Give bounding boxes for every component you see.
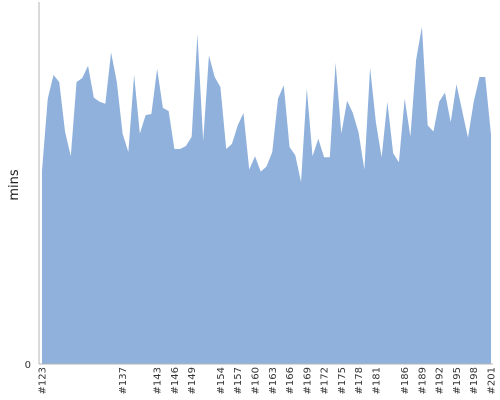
x-tick-label: #169	[302, 367, 313, 394]
x-tick-label: #166	[285, 367, 296, 394]
x-tick-label: #160	[250, 367, 261, 394]
area-series	[42, 26, 491, 364]
x-tick-label: #186	[400, 367, 411, 394]
x-tick-label: #178	[354, 367, 365, 394]
x-tick-label: #123	[38, 367, 49, 394]
x-tick-label: #201	[487, 367, 498, 394]
x-tick-label: #157	[233, 367, 244, 394]
x-tick-label: #175	[337, 367, 348, 394]
x-tick-label: #189	[417, 367, 428, 394]
x-tick-label: #198	[469, 367, 480, 394]
x-tick-label: #181	[371, 367, 382, 394]
x-tick-label: #163	[268, 367, 279, 394]
x-tick-label: #137	[118, 367, 129, 394]
x-tick-label: #154	[216, 367, 227, 394]
area-layer	[42, 26, 491, 364]
x-tick-label: #149	[187, 367, 198, 394]
x-tick-label: #172	[320, 367, 331, 394]
x-tick-label: #195	[452, 367, 463, 394]
x-tick-label: #143	[153, 367, 164, 394]
x-tick-labels: #123 #137 #143 #146 #149 #154 #157 #160 #163 #166…	[38, 367, 498, 394]
y-tick-0: 0	[25, 360, 31, 371]
y-axis-label: mins	[7, 169, 22, 201]
x-tick-label: #192	[435, 367, 446, 394]
x-tick-label: #146	[170, 367, 181, 394]
